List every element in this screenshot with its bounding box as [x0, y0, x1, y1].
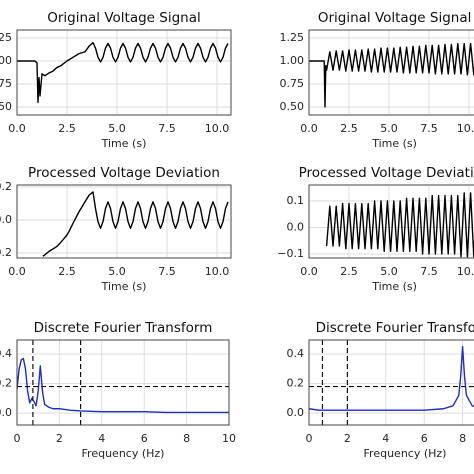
x-tick-label: 7.5 — [158, 122, 176, 135]
x-tick-label: 0.0 — [300, 122, 318, 135]
y-tick-label: 0.2 — [0, 180, 12, 193]
x-tick-label: 4 — [98, 432, 105, 445]
subplot-title: Discrete Fourier Transform — [34, 320, 213, 336]
line-series — [309, 42, 474, 108]
x-tick-label: 7.5 — [420, 265, 438, 278]
y-tick-label: 0.50 — [280, 100, 305, 113]
x-tick-label: 0.0 — [300, 265, 318, 278]
x-tick-label: 0.0 — [8, 122, 26, 135]
y-tick-label: 1.25 — [280, 31, 305, 44]
y-tick-label: −0.1 — [277, 247, 304, 260]
x-tick-label: 7.5 — [420, 122, 438, 135]
x-tick-label: 10.0 — [205, 265, 230, 278]
y-tick-label: 0.0 — [0, 406, 12, 419]
x-tick-label: 2.5 — [58, 265, 76, 278]
plot-area — [325, 192, 474, 258]
x-tick-label: 0 — [306, 432, 313, 445]
y-tick-label: 0.0 — [287, 220, 305, 233]
y-tick-label: 0.1 — [287, 194, 305, 207]
y-tick-label: 0.2 — [287, 377, 305, 390]
plot-area — [309, 42, 474, 108]
x-axis-label: Time (s) — [101, 280, 147, 293]
y-tick-label: 0.2 — [0, 377, 12, 390]
plot-area — [42, 191, 229, 257]
x-tick-label: 6 — [421, 432, 428, 445]
y-tick-label: 1.25 — [0, 31, 12, 44]
subplot-title: Processed Voltage Deviation — [28, 165, 220, 181]
x-tick-label: 7.5 — [158, 265, 176, 278]
line-series — [309, 345, 474, 411]
subplot-title: Processed Voltage Deviation — [299, 165, 474, 181]
x-tick-label: 2.5 — [58, 122, 76, 135]
x-tick-label: 2.5 — [340, 122, 358, 135]
x-tick-label: 2 — [344, 432, 351, 445]
x-tick-label: 10.0 — [457, 122, 474, 135]
x-tick-label: 6 — [141, 432, 148, 445]
x-tick-label: 4 — [382, 432, 389, 445]
subplot: 0.0 2.5 5.0 7.5 10.0 −0.1 0.0 0.1 Processed Volt… — [277, 165, 474, 293]
plot-area — [17, 41, 229, 104]
x-axis-label: Frequency (Hz) — [82, 447, 165, 460]
axes-frame — [308, 29, 474, 116]
subplot-title: Discrete Fourier Transform — [316, 320, 474, 336]
subplot: 0.0 2.5 5.0 7.5 10.0 0.50 0.75 1.00 1.25 Original… — [280, 10, 474, 150]
plot-area — [17, 340, 229, 425]
axes-frame — [16, 184, 232, 259]
axes-frame — [308, 184, 474, 259]
y-tick-label: 0.75 — [280, 77, 305, 90]
x-tick-label: 10.0 — [205, 122, 230, 135]
x-tick-label: 5.0 — [108, 265, 126, 278]
subplot: 0 2 4 6 8 10 0.0 0.2 0.4 Discrete Fourier Transfo… — [0, 320, 236, 460]
x-axis-label: Time (s) — [371, 280, 417, 293]
x-tick-label: 0 — [14, 432, 21, 445]
y-tick-label: 1.00 — [280, 54, 305, 67]
y-tick-label: 0.4 — [287, 347, 305, 360]
x-tick-label: 2.5 — [340, 265, 358, 278]
x-tick-label: 5.0 — [108, 122, 126, 135]
y-tick-label: 0.4 — [0, 347, 12, 360]
y-tick-label: 0.0 — [0, 213, 12, 226]
x-tick-label: 8 — [183, 432, 190, 445]
x-tick-label: 2 — [56, 432, 63, 445]
x-tick-label: 0.0 — [8, 265, 26, 278]
x-tick-label: 10.0 — [457, 265, 474, 278]
x-tick-label: 5.0 — [380, 122, 398, 135]
x-tick-label: 10 — [222, 432, 236, 445]
x-axis-label: Time (s) — [371, 137, 417, 150]
line-series — [17, 357, 229, 414]
subplot-title: Original Voltage Signal — [47, 10, 201, 26]
y-tick-label: 0.0 — [287, 406, 305, 419]
y-tick-label: 0.75 — [0, 77, 12, 90]
x-axis-label: Frequency (Hz) — [364, 447, 447, 460]
x-tick-label: 5.0 — [380, 265, 398, 278]
subplot: 0.0 2.5 5.0 7.5 10.0 0.50 0.75 1.00 1.25 Original… — [0, 10, 232, 150]
axes-frame — [16, 29, 232, 116]
axes-frame — [16, 339, 230, 426]
axes-frame — [308, 339, 474, 426]
plot-area — [309, 340, 474, 425]
x-tick-label: 8 — [459, 432, 466, 445]
subplot-title: Original Voltage Signal — [318, 10, 472, 26]
line-series — [325, 192, 474, 258]
y-tick-label: −0.2 — [0, 246, 12, 259]
y-tick-label: 0.50 — [0, 100, 12, 113]
subplot: 0.0 2.5 5.0 7.5 10.0 −0.2 0.0 0.2 Processed Volt… — [0, 165, 232, 293]
line-series — [42, 191, 229, 257]
line-series — [17, 41, 229, 104]
y-tick-label: 1.00 — [0, 54, 12, 67]
x-axis-label: Time (s) — [101, 137, 147, 150]
